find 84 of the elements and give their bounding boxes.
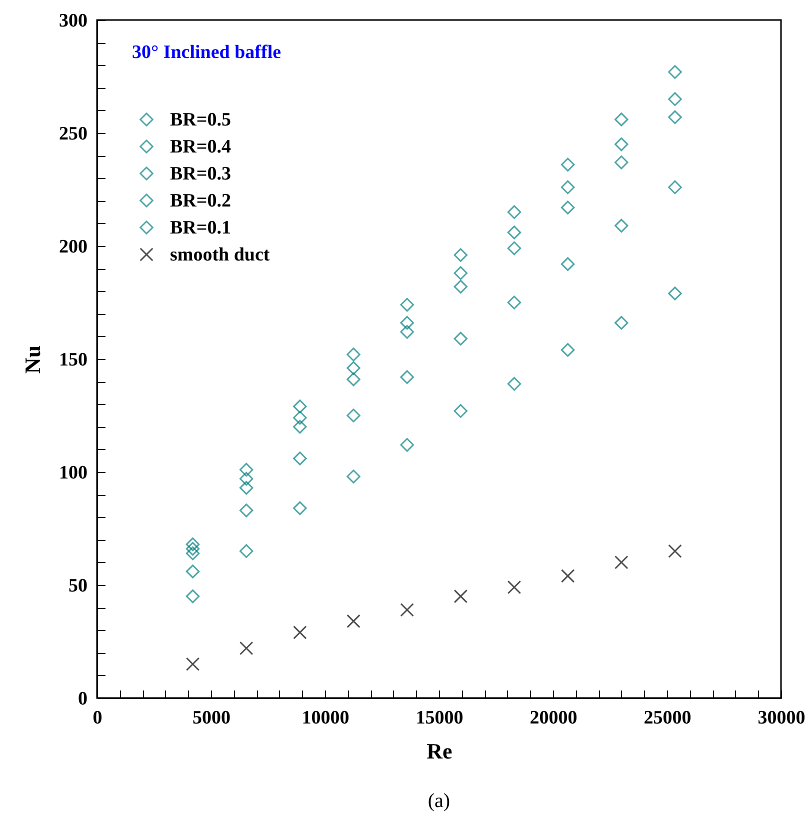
point (239, 641, 254, 656)
y-axis-title: Nu (20, 345, 45, 374)
point (507, 241, 522, 256)
point (560, 200, 575, 214)
y-tick-label: 100 (59, 462, 88, 484)
point (346, 614, 360, 628)
x-tick-label: 30000 (758, 708, 806, 728)
point (560, 569, 575, 583)
point (507, 296, 522, 310)
legend-label: BR=0.2 (170, 190, 231, 212)
x-tick-label: 15000 (416, 708, 464, 728)
x-tick-label: 5000 (192, 708, 230, 728)
point (614, 112, 628, 126)
point (400, 438, 414, 452)
point (454, 332, 468, 346)
y-tick-label: 50 (68, 576, 88, 596)
point (239, 480, 254, 495)
point (346, 470, 360, 484)
legend-label: smooth duct (170, 244, 270, 266)
point (186, 537, 200, 552)
point (454, 404, 468, 418)
y-tick-label: 150 (59, 350, 88, 370)
point (346, 408, 360, 422)
point (668, 92, 682, 106)
x-tick-label: 0 (92, 708, 102, 728)
point (293, 420, 307, 434)
x-axis-title: Re (426, 738, 453, 764)
point (186, 564, 200, 578)
point (668, 286, 682, 300)
text: (a) (426, 790, 452, 813)
point (239, 504, 254, 518)
point (560, 257, 575, 271)
point (454, 248, 468, 262)
point (293, 501, 307, 516)
point (668, 180, 682, 194)
point (400, 602, 414, 617)
point (293, 626, 307, 640)
point (507, 205, 522, 219)
point (400, 325, 414, 339)
point (507, 580, 522, 594)
point (400, 298, 414, 312)
y-tick-label: 0 (78, 688, 88, 710)
point (293, 400, 307, 414)
point (614, 218, 628, 233)
point (454, 589, 468, 604)
point (668, 544, 682, 558)
point (560, 158, 575, 172)
x-tick-label: 25000 (644, 708, 692, 728)
point (346, 372, 360, 386)
point (239, 544, 254, 558)
y-tick-label: 250 (59, 124, 88, 144)
point (507, 226, 522, 240)
point (454, 266, 468, 280)
point (186, 657, 200, 671)
point (186, 589, 200, 604)
point (507, 376, 522, 391)
point (346, 348, 360, 362)
point (186, 542, 200, 556)
text: 30° Inclined baffle (132, 42, 282, 64)
point (293, 452, 307, 466)
point (186, 546, 200, 560)
point (454, 280, 468, 294)
point (614, 316, 628, 330)
point (239, 462, 254, 477)
point (400, 370, 414, 384)
legend-label: BR=0.1 (170, 218, 231, 238)
point (614, 156, 628, 170)
x-tick-label: 20000 (530, 708, 578, 728)
legend-label: BR=0.3 (170, 164, 231, 184)
point (560, 180, 575, 194)
point (400, 316, 414, 330)
legend-label: BR=0.5 (170, 110, 231, 130)
x-tick-label: 10000 (302, 708, 350, 728)
point (346, 361, 360, 375)
y-tick-label: 200 (59, 236, 88, 258)
point (293, 410, 307, 425)
y-tick-label: 300 (59, 10, 88, 32)
point (668, 65, 682, 79)
point (560, 343, 575, 357)
legend-label: BR=0.4 (170, 136, 232, 158)
point (614, 137, 628, 152)
point (239, 472, 254, 486)
point (668, 110, 682, 124)
point (614, 556, 628, 570)
